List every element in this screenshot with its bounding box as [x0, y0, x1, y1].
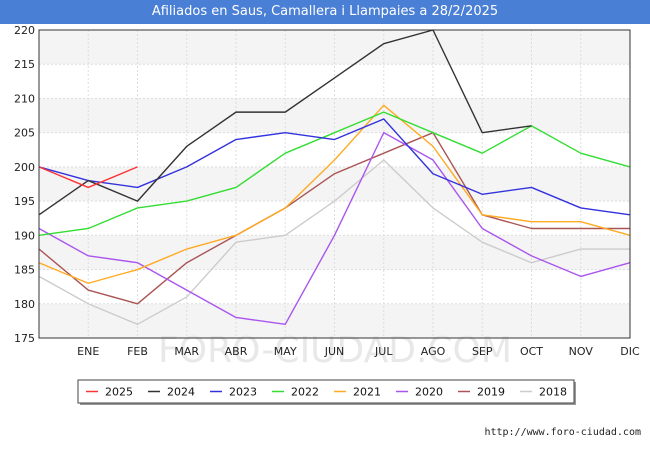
x-tick-label: JUN: [324, 345, 345, 358]
x-tick-label: MAY: [274, 345, 297, 358]
y-tick-label: 200: [14, 161, 35, 174]
x-tick-label: ENE: [77, 345, 99, 358]
y-tick-label: 175: [14, 332, 35, 345]
legend-label-2025: 2025: [105, 386, 133, 399]
y-axis: 175 180 185 190 195 200 205 210 215 220: [14, 24, 35, 345]
legend: 2025 2024 2023 2022 2021 2020 2019 2018: [77, 379, 576, 405]
y-tick-label: 205: [14, 127, 35, 140]
legend-label-2023: 2023: [229, 386, 257, 399]
legend-label-2021: 2021: [353, 386, 381, 399]
plot-band: [39, 64, 630, 99]
x-tick-label: MAR: [174, 345, 199, 358]
series-lines: [38, 29, 631, 326]
legend-label-2018: 2018: [539, 386, 567, 399]
legend-box: [77, 379, 575, 404]
plot-band: [39, 235, 630, 270]
x-tick-label: SEP: [472, 345, 493, 358]
plot-band: [39, 303, 630, 338]
chart-title: Afiliados en Saus, Camallera i Llampaies…: [0, 0, 650, 24]
y-tick-label: 190: [14, 229, 35, 242]
series-line-2020: [38, 131, 631, 326]
y-tick-label: 195: [14, 195, 35, 208]
legend-label-2024: 2024: [167, 386, 195, 399]
series-line-2018: [38, 159, 630, 326]
x-tick-label: AGO: [421, 345, 446, 358]
plot-band: [39, 132, 630, 167]
series-line-2024: [38, 29, 532, 216]
series-line-2021: [38, 104, 631, 284]
y-tick-label: 180: [14, 298, 35, 311]
plot-frame: [38, 29, 631, 339]
series-line-2025: [38, 166, 138, 189]
legend-label-2020: 2020: [415, 386, 443, 399]
x-tick-label: FEB: [127, 345, 148, 358]
y-tick-label: 210: [14, 92, 35, 105]
y-tick-label: 220: [14, 24, 35, 37]
series-line-2023: [38, 118, 631, 216]
y-tick-label: 215: [14, 58, 35, 71]
watermark: FORO-CIUDAD.COM: [158, 330, 512, 371]
x-tick-label: NOV: [569, 345, 594, 358]
x-tick-label: ABR: [225, 345, 248, 358]
x-tick-label: OCT: [520, 345, 543, 358]
legend-label-2019: 2019: [477, 386, 505, 399]
x-axis: ENE FEB MAR ABR MAY JUN JUL AGO SEP OCT NOV DIC: [77, 345, 640, 358]
x-tick-label: DIC: [620, 345, 640, 358]
y-tick-label: 185: [14, 264, 35, 277]
source-url: http://www.foro-ciudad.com: [484, 427, 641, 438]
legend-label-2022: 2022: [291, 386, 319, 399]
series-line-2019: [38, 131, 630, 305]
x-tick-label: JUL: [374, 345, 393, 358]
